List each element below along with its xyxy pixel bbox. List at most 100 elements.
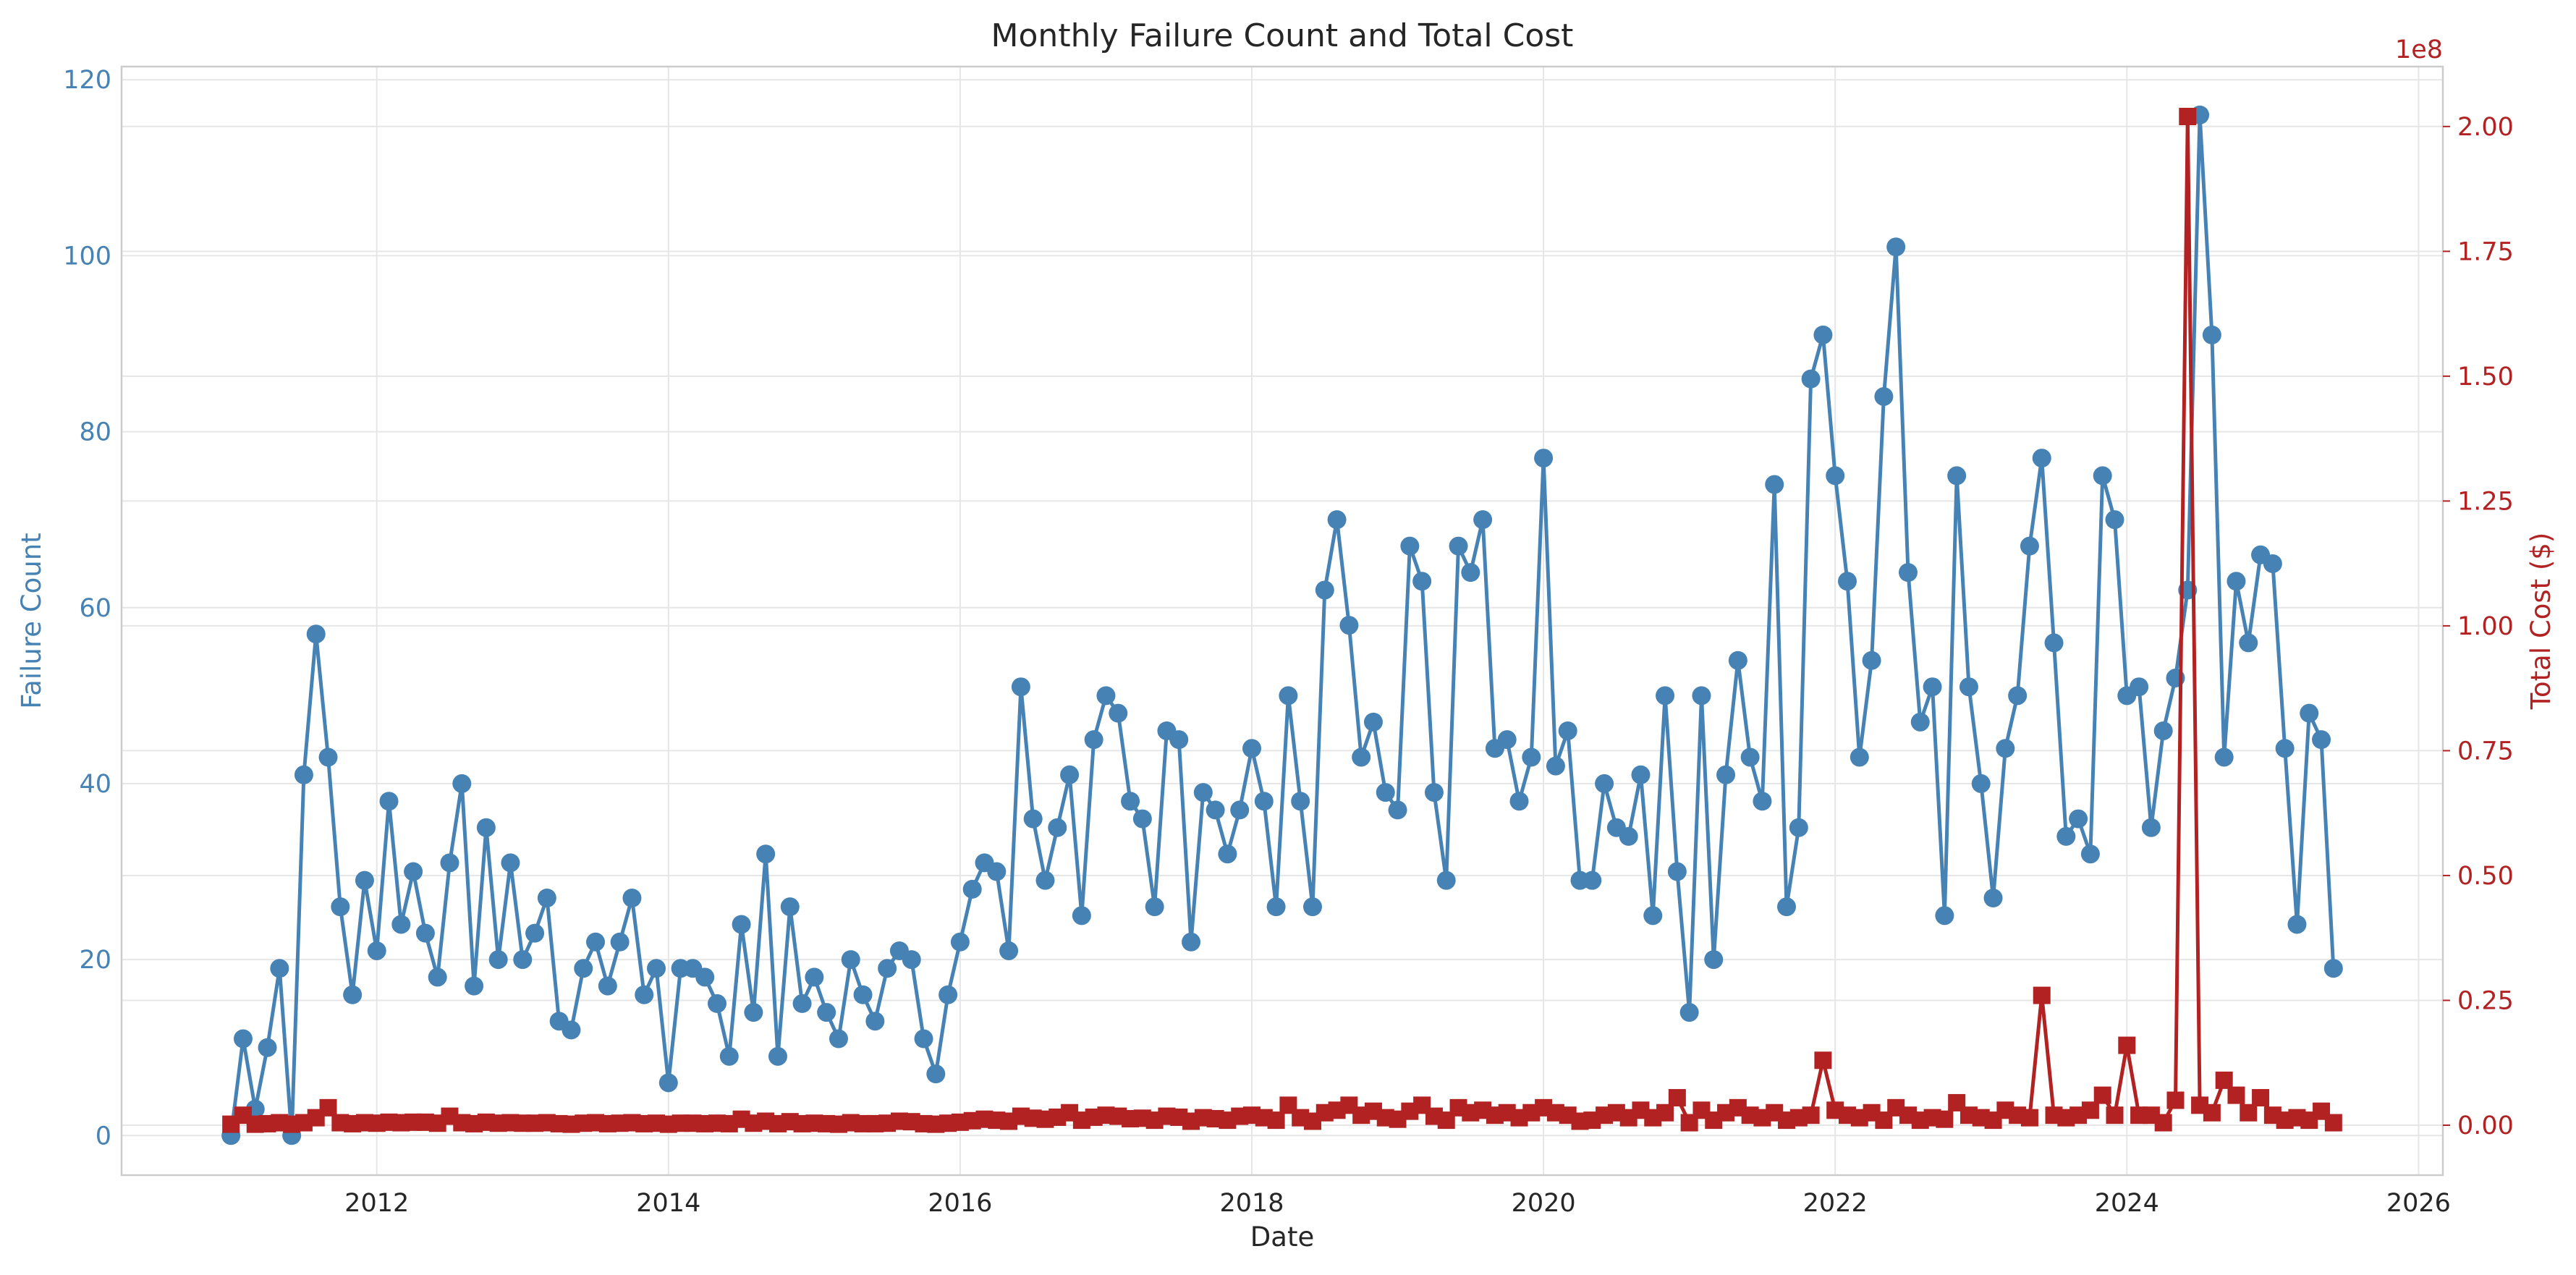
failure-count-point [2093, 466, 2112, 486]
failure-count-point [1971, 774, 1991, 793]
x-tick-label: 2020 [1512, 1189, 1576, 1218]
failure-count-point [1935, 906, 1954, 925]
failure-count-point [1473, 510, 1493, 530]
failure-count-point [258, 1038, 277, 1057]
failure-count-point [2227, 572, 2246, 591]
failure-count-point [2032, 449, 2051, 468]
failure-count-point [501, 853, 520, 873]
total-cost-point [2093, 1086, 2111, 1104]
failure-count-point [2323, 959, 2343, 978]
failure-count-point [744, 1003, 763, 1022]
right-tick-label: 1.75 [2457, 237, 2514, 266]
x-tick-label: 2014 [636, 1189, 700, 1218]
failure-count-point [513, 950, 533, 970]
failure-count-point [2287, 915, 2307, 934]
failure-count-point [343, 985, 363, 1004]
total-cost-point [2215, 1071, 2233, 1089]
failure-count-point [1983, 889, 2003, 907]
failure-count-point [465, 976, 484, 996]
right-tick-label: 0.00 [2457, 1111, 2514, 1140]
total-cost-point [2081, 1101, 2099, 1119]
failure-count-point [878, 959, 897, 978]
right-axis: 0.00 0.25 0.50 0.75 1.00 1.25 1.50 1.75 2.00 [2443, 113, 2514, 1140]
left-tick-label: 20 [79, 946, 111, 975]
x-tick-label: 2022 [1803, 1189, 1868, 1218]
total-cost-point [1936, 1110, 1954, 1128]
failure-count-point [647, 959, 666, 978]
failure-count-point [2044, 633, 2064, 653]
failure-count-point [331, 897, 350, 917]
right-tick-label: 1.50 [2457, 363, 2514, 391]
failure-count-point [1996, 739, 2015, 758]
failure-count-line [229, 113, 2336, 1138]
failure-count-point [1728, 651, 1747, 670]
failure-count-point [1449, 536, 1468, 556]
failure-count-point [756, 844, 776, 864]
failure-count-point [1412, 572, 1432, 591]
failure-count-point [1558, 721, 1577, 740]
failure-count-point [1291, 792, 1310, 811]
failure-count-point [622, 889, 642, 907]
failure-count-point [805, 967, 824, 987]
failure-count-point [294, 765, 313, 784]
failure-count-point [1363, 712, 1383, 732]
failure-count-point [1266, 897, 1286, 917]
total-cost-point [1656, 1104, 1674, 1122]
left-tick-label: 0 [96, 1122, 111, 1151]
failure-count-point [1072, 906, 1091, 925]
failure-count-point [355, 871, 374, 890]
failure-count-point [865, 1012, 885, 1031]
failure-count-point [391, 915, 411, 934]
failure-count-point [1206, 800, 1225, 820]
failure-count-point [379, 792, 399, 811]
failure-count-point [233, 1029, 253, 1049]
right-tick-label: 2.00 [2457, 113, 2514, 142]
total-cost-point [2252, 1089, 2270, 1107]
right-tick-label: 1.25 [2457, 487, 2514, 516]
failure-count-point [1254, 792, 1274, 811]
failure-count-point [939, 985, 958, 1004]
failure-count-point [1692, 686, 1711, 706]
failure-count-point [1959, 677, 1978, 697]
failure-count-point [1193, 783, 1213, 802]
failure-count-point [1376, 783, 1395, 802]
failure-count-point [1679, 1003, 1699, 1022]
total-cost-point [2118, 1036, 2136, 1054]
failure-count-point [1060, 765, 1080, 784]
failure-count-point [792, 994, 812, 1013]
left-tick-label: 120 [63, 66, 111, 95]
failure-count-point [1388, 800, 1407, 820]
failure-count-series [221, 105, 2343, 1145]
failure-count-point [2275, 739, 2295, 758]
right-tick-label: 0.50 [2457, 862, 2514, 891]
total-cost-point [319, 1098, 337, 1117]
failure-count-point [1121, 792, 1140, 811]
failure-count-point [1169, 730, 1189, 750]
failure-count-point [1352, 747, 1371, 767]
failure-count-point [452, 774, 472, 793]
failure-count-point [719, 1046, 739, 1066]
failure-count-point [1315, 580, 1334, 600]
x-axis-label: Date [1250, 1221, 1314, 1253]
x-tick-label: 2024 [2095, 1189, 2159, 1218]
failure-count-point [902, 950, 921, 970]
failure-count-point [1862, 651, 1881, 670]
right-tick-label: 0.25 [2457, 986, 2514, 1015]
failure-count-point [817, 1003, 836, 1022]
failure-count-point [1436, 871, 1456, 890]
failure-count-point [1424, 783, 1444, 802]
failure-count-point [853, 985, 873, 1004]
failure-count-point [1339, 616, 1359, 635]
failure-count-point [1643, 906, 1663, 925]
total-cost-point [2033, 986, 2051, 1004]
plot-frame [120, 65, 2444, 1177]
failure-count-point [2312, 730, 2331, 750]
failure-count-point [635, 985, 654, 1004]
failure-count-point [999, 941, 1019, 960]
x-axis: 2012 2014 2016 2018 2020 2022 2024 2026 [344, 1189, 2451, 1218]
failure-count-point [488, 950, 508, 970]
failure-count-point [1619, 826, 1638, 846]
failure-count-point [2214, 747, 2234, 767]
total-cost-point [2020, 1109, 2038, 1127]
